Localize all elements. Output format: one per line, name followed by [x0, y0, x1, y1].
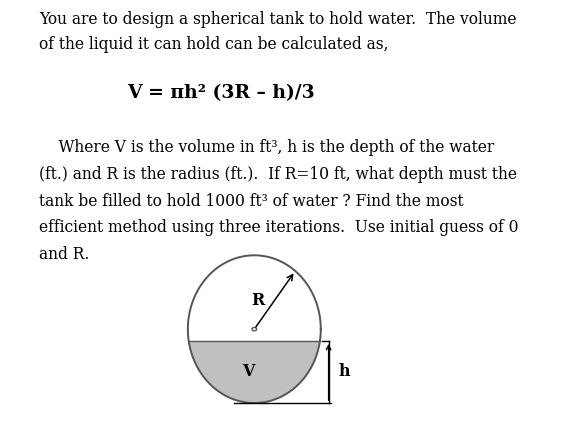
- Text: of the liquid it can hold can be calculated as,: of the liquid it can hold can be calcula…: [39, 36, 389, 53]
- Text: You are to design a spherical tank to hold water.  The volume: You are to design a spherical tank to ho…: [39, 11, 517, 27]
- Text: efficient method using three iterations.  Use initial guess of 0: efficient method using three iterations.…: [39, 219, 519, 236]
- Text: V = πh² (3R – h)/3: V = πh² (3R – h)/3: [127, 84, 315, 103]
- Polygon shape: [188, 329, 321, 403]
- Text: h: h: [339, 363, 351, 381]
- Text: Where V is the volume in ft³, h is the depth of the water: Where V is the volume in ft³, h is the d…: [39, 139, 495, 156]
- Text: V: V: [242, 363, 255, 381]
- Circle shape: [252, 327, 257, 331]
- Text: R: R: [251, 292, 265, 308]
- Text: and R.: and R.: [39, 246, 90, 263]
- Text: (ft.) and R is the radius (ft.).  If R=10 ft, what depth must the: (ft.) and R is the radius (ft.). If R=10…: [39, 166, 517, 183]
- Text: tank be filled to hold 1000 ft³ of water ? Find the most: tank be filled to hold 1000 ft³ of water…: [39, 193, 464, 210]
